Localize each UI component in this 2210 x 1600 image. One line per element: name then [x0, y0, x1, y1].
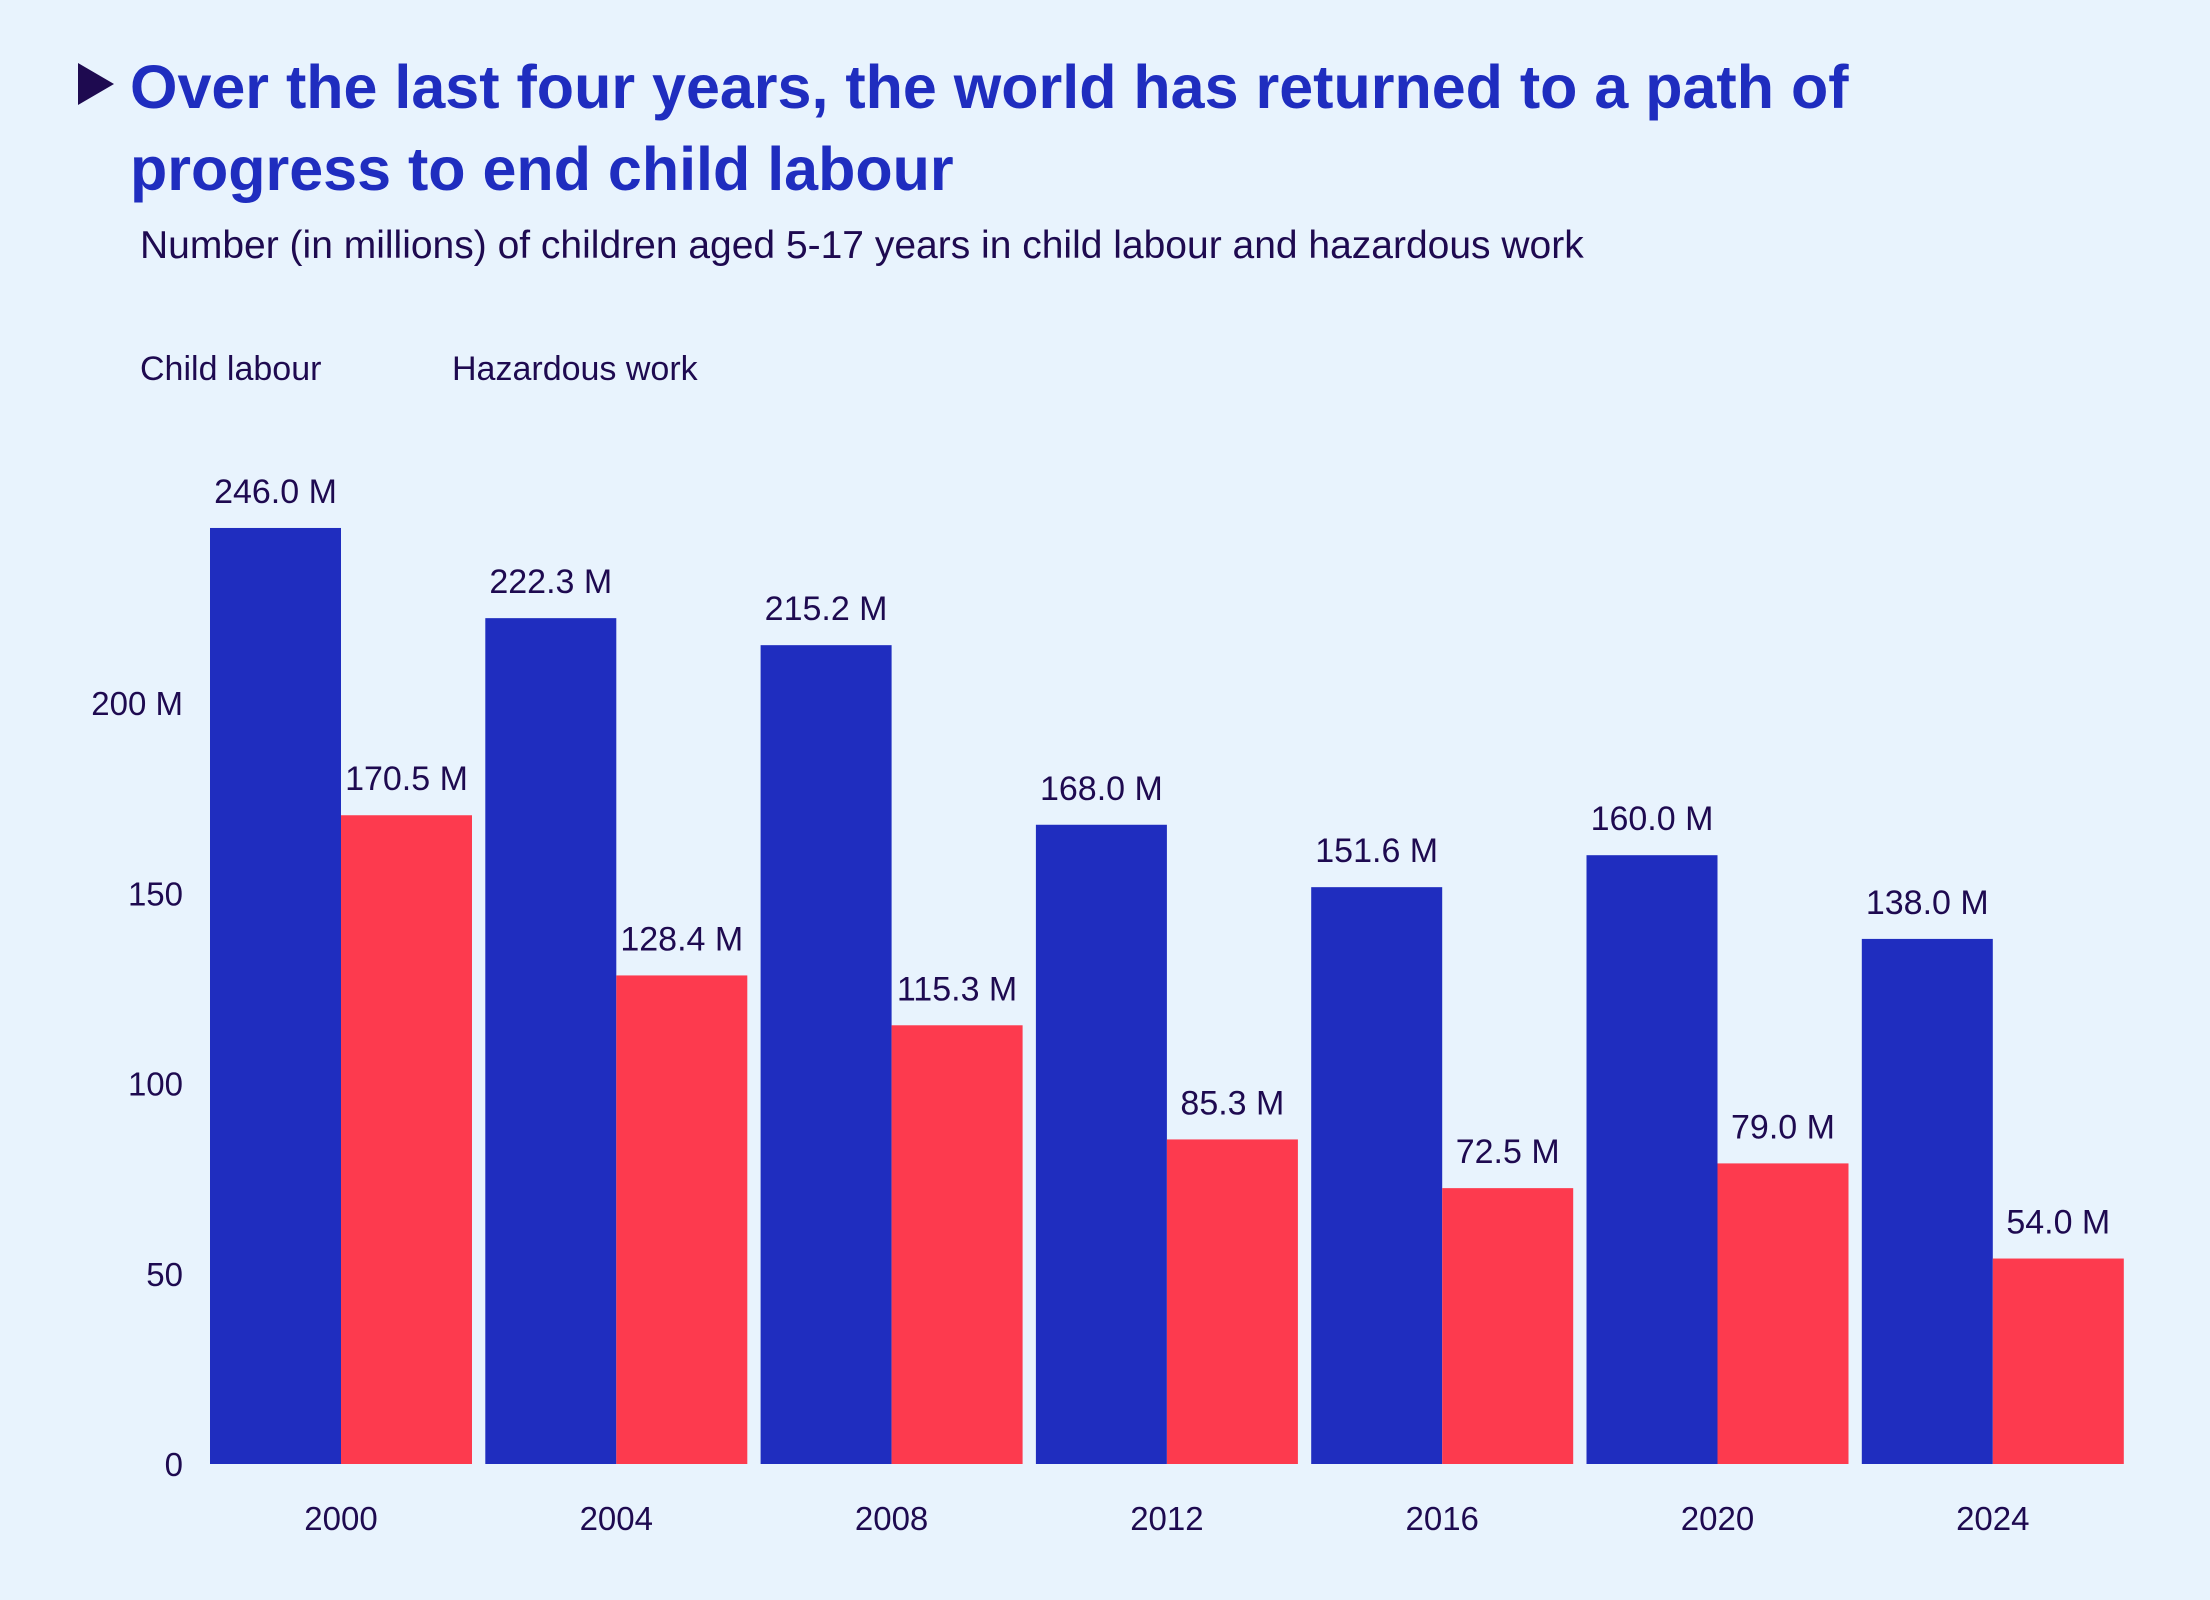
- bar-hazardous-work-2008: [891, 1025, 1023, 1464]
- x-tick-label-2016: 2016: [1405, 1500, 1478, 1537]
- triangle-right-icon: [78, 63, 114, 105]
- y-tick-label: 50: [146, 1256, 183, 1293]
- y-tick-label: 0: [165, 1446, 183, 1483]
- legend-item-hazardous-work: Hazardous work: [452, 350, 698, 388]
- x-tick-label-2008: 2008: [855, 1500, 928, 1537]
- chart-subtitle: Number (in millions) of children aged 5-…: [140, 224, 1584, 267]
- data-label-hazardous-work-2020: 79.0 M: [1731, 1108, 1835, 1146]
- bar-child-labour-2000: [210, 527, 341, 1464]
- y-tick-label: 150: [128, 875, 183, 912]
- data-label-child-labour-2020: 160.0 M: [1591, 800, 1714, 838]
- bar-child-labour-2004: [485, 618, 617, 1464]
- data-label-hazardous-work-2000: 170.5 M: [345, 760, 468, 798]
- data-label-hazardous-work-2016: 72.5 M: [1456, 1133, 1560, 1171]
- bar-hazardous-work-2020: [1717, 1163, 1849, 1464]
- bar-hazardous-work-2016: [1442, 1188, 1574, 1464]
- data-label-child-labour-2008: 215.2 M: [765, 590, 888, 628]
- data-label-child-labour-2016: 151.6 M: [1315, 832, 1438, 870]
- y-tick-label: 100: [128, 1066, 183, 1103]
- x-tick-label-2020: 2020: [1681, 1500, 1754, 1537]
- data-label-child-labour-2024: 138.0 M: [1866, 884, 1989, 922]
- data-label-hazardous-work-2004: 128.4 M: [620, 920, 743, 958]
- chart-title: Over the last four years, the world has …: [130, 53, 1849, 203]
- data-label-hazardous-work-2012: 85.3 M: [1180, 1084, 1284, 1122]
- x-tick-label-2024: 2024: [1956, 1500, 2029, 1537]
- bar-hazardous-work-2004: [616, 975, 748, 1464]
- data-label-child-labour-2004: 222.3 M: [489, 563, 612, 601]
- legend-item-child-labour: Child labour: [140, 350, 322, 388]
- data-label-child-labour-2012: 168.0 M: [1040, 770, 1163, 808]
- bar-child-labour-2016: [1311, 887, 1443, 1464]
- bar-hazardous-work-2000: [341, 815, 472, 1464]
- bar-hazardous-work-2024: [1992, 1258, 2124, 1464]
- y-tick-label: 200 M: [91, 685, 183, 722]
- bar-child-labour-2024: [1861, 938, 1993, 1464]
- x-tick-label-2012: 2012: [1130, 1500, 1203, 1537]
- bar-child-labour-2012: [1035, 824, 1167, 1464]
- bar-child-labour-2008: [760, 645, 892, 1464]
- data-label-child-labour-2000: 246.0 M: [214, 473, 337, 511]
- data-label-hazardous-work-2024: 54.0 M: [2006, 1204, 2110, 1242]
- data-label-hazardous-work-2008: 115.3 M: [897, 970, 1017, 1008]
- bar-child-labour-2020: [1586, 855, 1718, 1464]
- x-tick-label-2004: 2004: [580, 1500, 653, 1537]
- x-tick-label-2000: 2000: [304, 1500, 377, 1537]
- bar-hazardous-work-2012: [1166, 1139, 1298, 1464]
